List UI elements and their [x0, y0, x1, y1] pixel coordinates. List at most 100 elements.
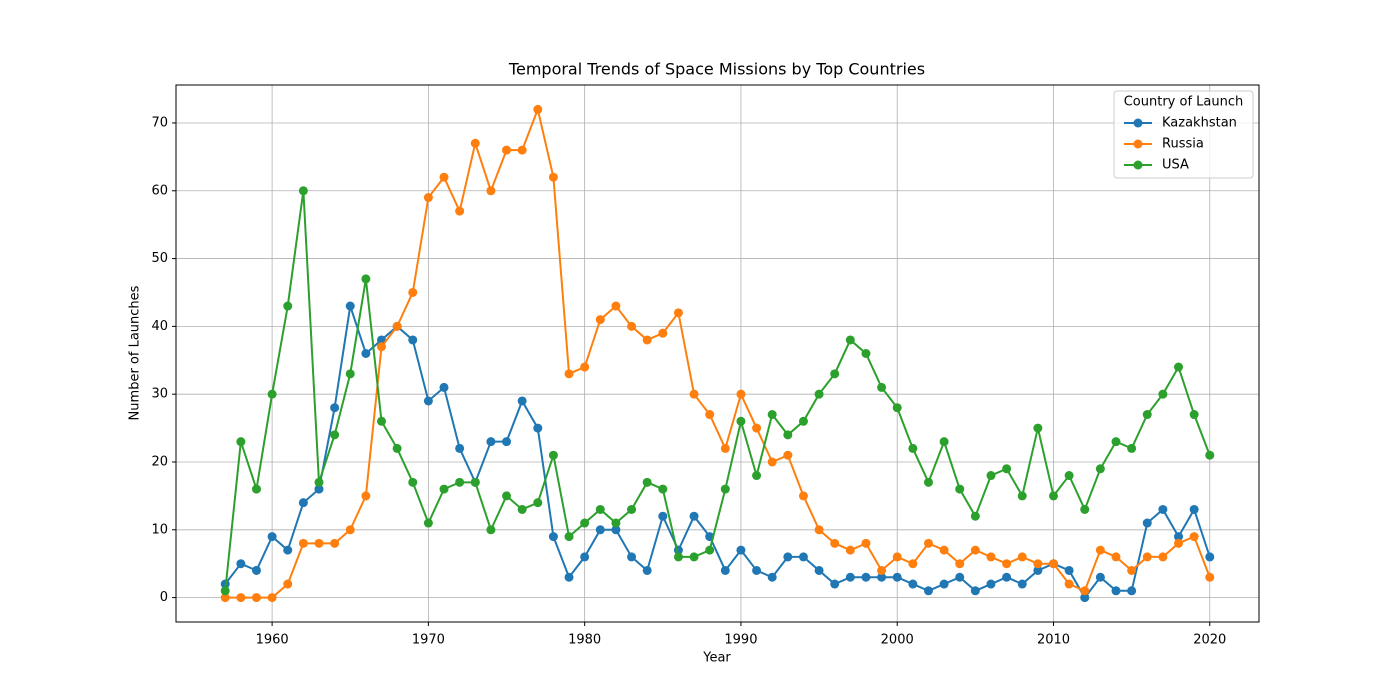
data-point: [783, 552, 793, 562]
data-point: [470, 477, 480, 487]
data-point: [1111, 586, 1121, 596]
data-point: [705, 545, 715, 555]
data-point: [1127, 586, 1137, 596]
data-point: [1189, 410, 1199, 420]
data-point: [861, 538, 871, 548]
data-point: [1142, 518, 1152, 528]
data-point: [298, 498, 308, 508]
data-point: [908, 559, 918, 569]
data-point: [1127, 443, 1137, 453]
data-point: [236, 593, 246, 603]
data-point: [970, 511, 980, 521]
data-point: [595, 525, 605, 535]
data-point: [486, 186, 496, 196]
data-point: [642, 565, 652, 575]
data-point: [1017, 579, 1027, 589]
data-point: [236, 437, 246, 447]
data-point: [861, 572, 871, 582]
data-point: [533, 423, 543, 433]
data-point: [283, 545, 293, 555]
data-point: [517, 396, 527, 406]
data-point: [1095, 572, 1105, 582]
data-point: [283, 579, 293, 589]
y-tick-label: 0: [160, 590, 168, 605]
data-point: [783, 430, 793, 440]
data-point: [423, 518, 433, 528]
legend-label: Kazakhstan: [1162, 116, 1237, 131]
data-point: [642, 477, 652, 487]
data-point: [345, 525, 355, 535]
data-point: [392, 321, 402, 331]
data-point: [830, 369, 840, 379]
x-tick-label: 1960: [256, 633, 289, 648]
data-point: [1111, 437, 1121, 447]
data-point: [642, 335, 652, 345]
data-point: [658, 328, 668, 338]
data-point: [345, 369, 355, 379]
data-point: [486, 437, 496, 447]
data-point: [1095, 464, 1105, 474]
plot-frame: [175, 84, 1260, 623]
data-point: [923, 586, 933, 596]
data-point: [986, 552, 996, 562]
data-point: [517, 145, 527, 155]
x-tick-label: 1970: [412, 633, 445, 648]
data-point: [892, 552, 902, 562]
data-point: [1080, 586, 1090, 596]
data-point: [1189, 504, 1199, 514]
data-point: [767, 572, 777, 582]
data-point: [877, 572, 887, 582]
data-point: [767, 410, 777, 420]
data-point: [923, 538, 933, 548]
data-point: [595, 504, 605, 514]
y-tick-label: 10: [151, 522, 168, 537]
data-point: [595, 315, 605, 325]
data-point: [377, 416, 387, 426]
data-point: [611, 301, 621, 311]
data-point: [564, 532, 574, 542]
y-axis-label: Number of Launches: [128, 285, 143, 420]
series-line: [224, 190, 1211, 591]
data-point: [345, 301, 355, 311]
data-point: [970, 586, 980, 596]
data-point: [814, 525, 824, 535]
data-point: [877, 565, 887, 575]
data-point: [392, 443, 402, 453]
data-point: [330, 430, 340, 440]
data-point: [845, 572, 855, 582]
data-point: [439, 382, 449, 392]
data-point: [220, 586, 230, 596]
data-point: [877, 382, 887, 392]
data-point: [580, 552, 590, 562]
legend-label: USA: [1162, 158, 1189, 173]
data-point: [1048, 491, 1058, 501]
data-point: [1142, 552, 1152, 562]
data-point: [720, 484, 730, 494]
x-tick-label: 2010: [1037, 633, 1070, 648]
data-point: [533, 498, 543, 508]
data-point: [1017, 552, 1027, 562]
data-point: [502, 491, 512, 501]
data-point: [1033, 565, 1043, 575]
data-point: [767, 457, 777, 467]
data-point: [908, 443, 918, 453]
data-point: [1111, 552, 1121, 562]
series-line: [225, 105, 1211, 599]
data-point: [752, 471, 762, 481]
data-point: [439, 484, 449, 494]
data-point: [1174, 362, 1184, 372]
data-point: [220, 593, 230, 603]
x-axis-label: Year: [702, 651, 731, 666]
data-point: [283, 301, 293, 311]
legend-label: Russia: [1162, 137, 1204, 152]
data-point: [814, 389, 824, 399]
data-point: [845, 335, 855, 345]
data-point: [1189, 532, 1199, 542]
data-point: [1095, 545, 1105, 555]
data-point: [455, 206, 465, 216]
data-point: [361, 491, 371, 501]
data-point: [1174, 538, 1184, 548]
data-point: [955, 559, 965, 569]
data-point: [736, 416, 746, 426]
data-point: [892, 403, 902, 413]
